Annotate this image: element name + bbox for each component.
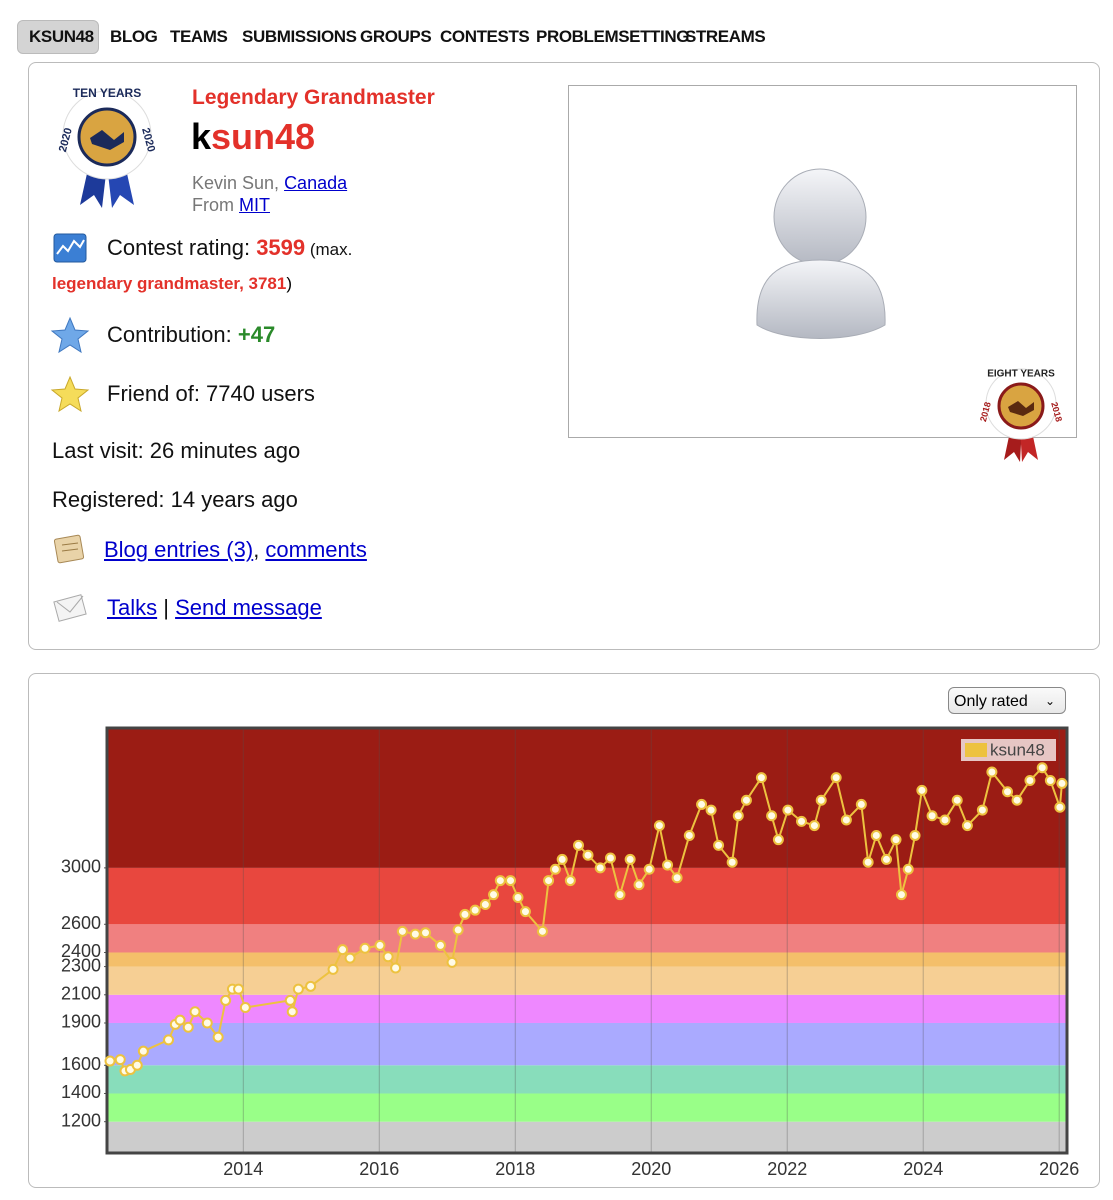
user-name: Kevin Sun, Canada <box>192 173 347 194</box>
nav-item[interactable]: PROBLEMSETTING <box>536 27 690 46</box>
icon-paper <box>53 534 85 564</box>
separator: | <box>157 595 176 620</box>
badge-text: EIGHT YEARS <box>987 369 1055 380</box>
handshake <box>90 130 124 150</box>
nav-item[interactable]: TEAMS <box>170 27 228 46</box>
ten-years-badge: TEN YEARS 2020 2020 <box>57 86 157 208</box>
from-label: From <box>192 195 239 215</box>
send-link[interactable]: Send message <box>175 595 322 620</box>
rank-title: Legendary Grandmaster <box>192 86 435 109</box>
nav-active-pill <box>17 20 99 54</box>
talks-link[interactable]: Talks <box>107 595 158 620</box>
rating-value: 3599 <box>256 235 306 260</box>
avatar-body <box>756 259 886 339</box>
chart-box <box>28 673 1100 1188</box>
avatar-head <box>773 168 867 266</box>
badge-text: TEN YEARS <box>73 86 141 100</box>
dropdown-caret: ⌄ <box>1044 694 1055 708</box>
star <box>50 316 90 354</box>
rating-icon <box>53 233 87 263</box>
icon-line <box>61 548 79 552</box>
blog-line: Blog entries (3), comments <box>104 537 367 563</box>
handle-first: k <box>191 116 212 157</box>
profile-box <box>28 62 1100 650</box>
organization-link[interactable]: MIT <box>239 195 270 215</box>
friends: Friend of: 7740 users <box>107 381 315 406</box>
organization: From MIT <box>192 195 270 216</box>
eight-years-badge: EIGHT YEARS 2018 2018 <box>978 368 1064 462</box>
registered: Registered: 14 years ago <box>52 487 298 512</box>
blog-link[interactable]: Blog entries (3) <box>104 537 254 562</box>
max-open: (max. <box>305 240 353 259</box>
contribution-label: Contribution: <box>107 322 238 347</box>
rating-line: Contest rating: 3599 (max. <box>107 235 352 261</box>
handle: ksun48 <box>191 116 315 158</box>
max-line: legendary grandmaster, 3781) <box>52 274 292 294</box>
icon-line <box>61 542 79 546</box>
last-visit: Last visit: 26 minutes ago <box>52 438 301 463</box>
nav-item[interactable]: STREAMS <box>685 27 766 46</box>
comma: , <box>253 537 266 562</box>
nav-item[interactable]: BLOG <box>110 27 158 46</box>
country-link[interactable]: Canada <box>284 173 348 193</box>
filter-text: Only rated <box>954 693 1028 710</box>
friend-icon <box>50 375 90 413</box>
contribution-value: +47 <box>237 322 276 347</box>
full-name: Kevin Sun, <box>192 173 285 193</box>
handshake <box>1008 401 1034 416</box>
max-close: ) <box>286 274 293 293</box>
comments-link[interactable]: comments <box>265 537 367 562</box>
avatar-placeholder <box>756 168 886 339</box>
blog-icon <box>53 534 85 564</box>
talks-line: Talks | Send message <box>107 595 322 621</box>
contribution-icon <box>50 316 90 354</box>
max-rank: legendary grandmaster, 3781 <box>52 274 287 293</box>
filter-select[interactable]: Only rated ⌄ <box>948 687 1066 714</box>
handle-rest: sun48 <box>211 116 316 157</box>
rating-label: Contest rating: <box>107 235 257 260</box>
contribution-line: Contribution: +47 <box>107 322 275 348</box>
nav-item[interactable]: CONTESTS <box>440 27 530 46</box>
envelope-flap <box>56 595 84 613</box>
nav-item[interactable]: SUBMISSIONS <box>242 27 357 46</box>
talks-icon <box>53 594 87 622</box>
nav-item[interactable]: KSUN48 <box>29 27 94 46</box>
icon-line <box>56 239 85 255</box>
nav-item[interactable]: GROUPS <box>360 27 432 46</box>
star <box>50 375 90 413</box>
